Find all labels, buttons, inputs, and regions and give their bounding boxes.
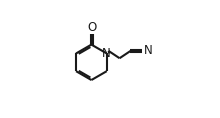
- Text: O: O: [88, 21, 97, 34]
- Text: N: N: [102, 47, 111, 60]
- Text: N: N: [144, 44, 153, 57]
